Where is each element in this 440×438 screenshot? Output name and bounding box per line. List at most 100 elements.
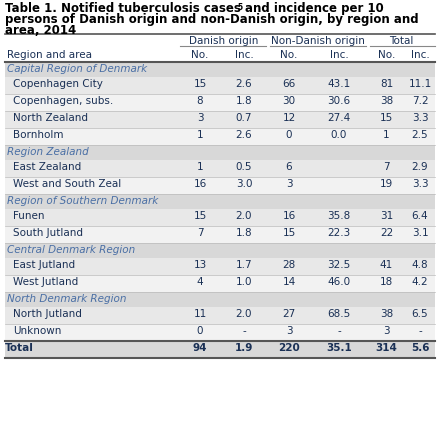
- Text: West and South Zeal: West and South Zeal: [13, 179, 121, 189]
- Text: No.: No.: [191, 50, 209, 60]
- Bar: [5, 292, 435, 307]
- Bar: [5, 160, 435, 177]
- Text: 4: 4: [197, 277, 203, 287]
- Text: Capital Region of Denmark: Capital Region of Denmark: [7, 64, 147, 74]
- Text: 94: 94: [193, 343, 207, 353]
- Text: 2.6: 2.6: [236, 79, 252, 89]
- Text: 1.8: 1.8: [236, 96, 252, 106]
- Text: Inc.: Inc.: [330, 50, 348, 60]
- Text: 66: 66: [282, 79, 296, 89]
- Text: 15: 15: [193, 79, 207, 89]
- Text: 8: 8: [197, 96, 203, 106]
- Text: 1.9: 1.9: [235, 343, 253, 353]
- Text: 31: 31: [380, 211, 393, 221]
- Text: 28: 28: [282, 260, 296, 270]
- Text: 2.0: 2.0: [236, 211, 252, 221]
- Text: Inc.: Inc.: [411, 50, 429, 60]
- Text: 19: 19: [380, 179, 393, 189]
- Text: 0.7: 0.7: [236, 113, 252, 123]
- Bar: [5, 275, 435, 292]
- Text: North Zealand: North Zealand: [13, 113, 88, 123]
- Text: 3: 3: [197, 113, 203, 123]
- Text: 3.3: 3.3: [412, 179, 428, 189]
- Text: 3.1: 3.1: [412, 228, 428, 238]
- Bar: [5, 209, 435, 226]
- Text: Copenhagen City: Copenhagen City: [13, 79, 103, 89]
- Text: 0: 0: [286, 130, 292, 140]
- Bar: [5, 177, 435, 194]
- Text: 3: 3: [286, 326, 292, 336]
- Bar: [5, 94, 435, 111]
- Text: 22.3: 22.3: [327, 228, 351, 238]
- Bar: [5, 341, 435, 358]
- Text: West Jutland: West Jutland: [13, 277, 78, 287]
- Bar: [5, 258, 435, 275]
- Text: Bornholm: Bornholm: [13, 130, 63, 140]
- Text: 38: 38: [380, 96, 393, 106]
- Text: 15: 15: [193, 211, 207, 221]
- Text: 2.5: 2.5: [412, 130, 428, 140]
- Text: 220: 220: [278, 343, 300, 353]
- Bar: [5, 307, 435, 324]
- Text: 12: 12: [282, 113, 296, 123]
- Bar: [5, 324, 435, 341]
- Text: 11.1: 11.1: [408, 79, 432, 89]
- Bar: [5, 145, 435, 160]
- Text: 27.4: 27.4: [327, 113, 351, 123]
- Text: 35.1: 35.1: [326, 343, 352, 353]
- Text: Funen: Funen: [13, 211, 44, 221]
- Text: 16: 16: [282, 211, 296, 221]
- Text: 7: 7: [383, 162, 390, 172]
- Text: 22: 22: [380, 228, 393, 238]
- Text: Total: Total: [389, 36, 414, 46]
- Text: 11: 11: [193, 309, 207, 319]
- Text: 6.4: 6.4: [412, 211, 428, 221]
- Text: 3.0: 3.0: [236, 179, 252, 189]
- Text: 13: 13: [193, 260, 207, 270]
- Text: 15: 15: [380, 113, 393, 123]
- Text: 35.8: 35.8: [327, 211, 351, 221]
- Bar: [5, 226, 435, 243]
- Text: area, 2014: area, 2014: [5, 24, 76, 37]
- Text: -: -: [418, 326, 422, 336]
- Text: 7.2: 7.2: [412, 96, 428, 106]
- Text: 6: 6: [286, 162, 292, 172]
- Text: 38: 38: [380, 309, 393, 319]
- Text: -: -: [242, 326, 246, 336]
- Text: 1.0: 1.0: [236, 277, 252, 287]
- Text: persons of Danish origin and non-Danish origin, by region and: persons of Danish origin and non-Danish …: [5, 13, 418, 26]
- Text: 43.1: 43.1: [327, 79, 351, 89]
- Text: 3.3: 3.3: [412, 113, 428, 123]
- Text: Non-Danish origin: Non-Danish origin: [271, 36, 365, 46]
- Text: Table 1. Notified tuberculosis cases and incidence per 10: Table 1. Notified tuberculosis cases and…: [5, 2, 384, 15]
- Text: 2.6: 2.6: [236, 130, 252, 140]
- Bar: [5, 128, 435, 145]
- Text: 1.8: 1.8: [236, 228, 252, 238]
- Bar: [5, 243, 435, 258]
- Text: 46.0: 46.0: [327, 277, 351, 287]
- Text: 41: 41: [380, 260, 393, 270]
- Text: 1.7: 1.7: [236, 260, 252, 270]
- Text: 18: 18: [380, 277, 393, 287]
- Text: 0: 0: [197, 326, 203, 336]
- Text: No.: No.: [378, 50, 395, 60]
- Text: Unknown: Unknown: [13, 326, 61, 336]
- Text: Region Zealand: Region Zealand: [7, 147, 89, 157]
- Text: 68.5: 68.5: [327, 309, 351, 319]
- Bar: [5, 111, 435, 128]
- Text: 81: 81: [380, 79, 393, 89]
- Text: 15: 15: [282, 228, 296, 238]
- Text: No.: No.: [280, 50, 298, 60]
- Text: East Jutland: East Jutland: [13, 260, 75, 270]
- Text: 3: 3: [383, 326, 390, 336]
- Text: -: -: [337, 326, 341, 336]
- Text: Total: Total: [5, 343, 34, 353]
- Text: South Jutland: South Jutland: [13, 228, 83, 238]
- Bar: [5, 77, 435, 94]
- Text: 16: 16: [193, 179, 207, 189]
- Text: 14: 14: [282, 277, 296, 287]
- Text: 1: 1: [383, 130, 390, 140]
- Text: 0.5: 0.5: [236, 162, 252, 172]
- Text: North Jutland: North Jutland: [13, 309, 82, 319]
- Text: 314: 314: [376, 343, 397, 353]
